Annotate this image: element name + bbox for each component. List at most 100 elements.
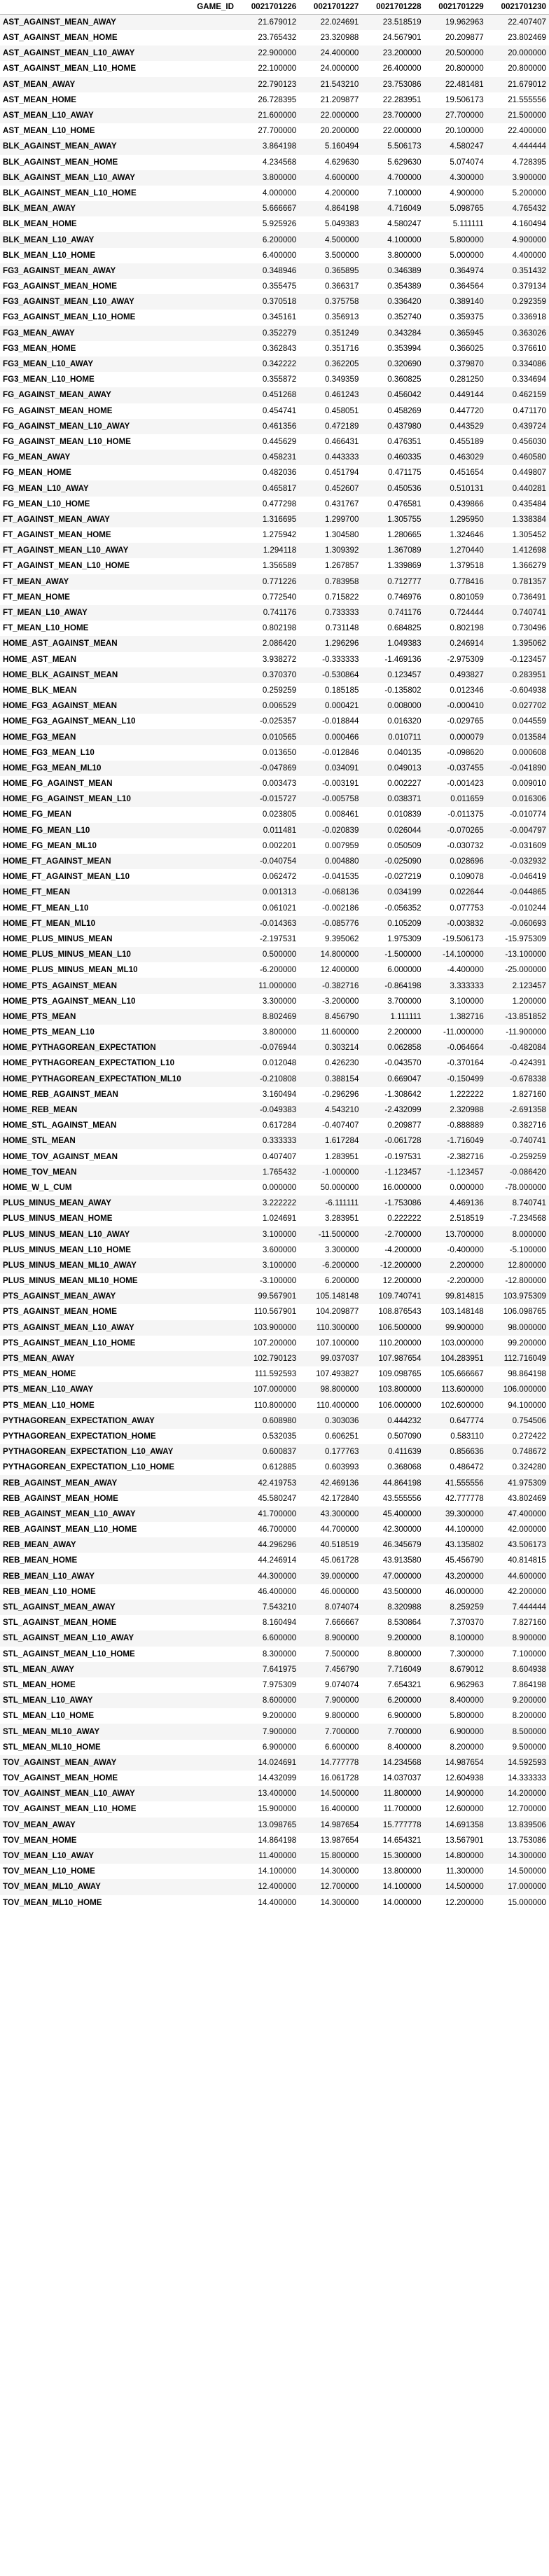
table-cell: 3.600000 — [262, 1245, 297, 1254]
table-row: HOME_PYTHAGOREAN_EXPECTATION_ML10 -0.2108… — [0, 1071, 549, 1087]
row-label: HOME_FT_AGAINST_MEAN_L10 — [3, 872, 130, 882]
row-label: HOME_PYTHAGOREAN_EXPECTATION_L10 — [3, 1058, 175, 1068]
table-cell: 2.200000 — [387, 1027, 422, 1037]
table-cell: 42.469136 — [320, 1478, 359, 1488]
table-cell: 0.010839 — [387, 810, 422, 819]
table-cell: 45.580247 — [258, 1493, 297, 1503]
table-cell: 0.062858 — [387, 1043, 422, 1053]
table-cell: 0.435484 — [512, 499, 546, 508]
row-label: HOME_W_L_CUM — [3, 1182, 72, 1192]
table-cell: 0.482036 — [262, 468, 297, 478]
table-cell: 0.016306 — [512, 794, 546, 804]
table-cell: 0.002201 — [262, 840, 297, 850]
row-label: PTS_AGAINST_MEAN_L10_AWAY — [3, 1322, 134, 1332]
table-cell: 7.641975 — [262, 1664, 297, 1674]
data-table: GAME_ID 0021701226 0021701227 0021701228… — [0, 0, 549, 1911]
table-row: TOV_AGAINST_MEAN_HOME 14.432099 16.061728 1… — [0, 1771, 549, 1786]
table-cell: 0.379870 — [450, 359, 484, 369]
row-label: BLK_AGAINST_MEAN_L10_AWAY — [3, 172, 135, 182]
table-cell: -7.234568 — [509, 1214, 546, 1224]
table-cell: 44.300000 — [258, 1571, 297, 1581]
table-row: HOME_BLK_MEAN 0.259259 0.185185 -0.135802 0.… — [0, 683, 549, 698]
table-cell: 0.016320 — [387, 716, 422, 726]
table-row: FT_AGAINST_MEAN_AWAY 1.316695 1.299700 1.30… — [0, 511, 549, 527]
table-cell: 0.445629 — [262, 436, 297, 446]
table-cell: 0.011481 — [263, 825, 297, 835]
row-label: PLUS_MINUS_MEAN_HOME — [3, 1214, 113, 1224]
table-cell: 0.772540 — [262, 592, 297, 602]
table-row: HOME_FT_AGAINST_MEAN_L10 0.062472 -0.04153… — [0, 869, 549, 885]
table-cell: 8.300000 — [262, 1649, 297, 1659]
table-cell: 0.451654 — [450, 468, 484, 478]
table-cell: 23.765432 — [258, 33, 297, 43]
table-row: FG3_MEAN_L10_HOME 0.355872 0.349359 0.36082… — [0, 372, 549, 387]
table-cell: 3.100000 — [262, 1229, 297, 1239]
table-cell: 1.339869 — [387, 561, 422, 571]
table-cell: 14.987654 — [320, 1820, 359, 1829]
table-row: HOME_REB_MEAN -0.049383 4.543210 -2.432099 2… — [0, 1102, 549, 1119]
table-row: BLK_MEAN_L10_AWAY 6.200000 4.500000 4.10000… — [0, 232, 549, 248]
table-cell: 46.000000 — [320, 1586, 359, 1596]
table-cell: 0.360825 — [387, 375, 422, 385]
table-cell: 4.580247 — [387, 219, 422, 229]
table-cell: -0.604938 — [509, 685, 546, 695]
table-cell: 8.259259 — [450, 1602, 484, 1612]
table-cell: 22.000000 — [320, 111, 359, 120]
table-body: AST_AGAINST_MEAN_AWAY 21.679012 22.024691 2… — [0, 14, 549, 1911]
table-cell: 23.700000 — [382, 111, 422, 120]
table-row: REB_AGAINST_MEAN_HOME 45.580247 42.172840 4… — [0, 1491, 549, 1507]
table-cell: 22.790123 — [258, 79, 297, 89]
table-cell: -1.123457 — [447, 1167, 484, 1177]
table-cell: 0.008461 — [325, 810, 359, 819]
table-row: FT_MEAN_AWAY 0.771226 0.783958 0.712777 0.77… — [0, 574, 549, 590]
table-row: PTS_MEAN_L10_HOME 110.800000 110.400000 106… — [0, 1398, 549, 1413]
table-cell: 98.000000 — [508, 1322, 546, 1332]
row-label: HOME_PYTHAGOREAN_EXPECTATION_ML10 — [3, 1074, 181, 1083]
table-cell: 12.600000 — [445, 1804, 484, 1814]
table-cell: 0.123457 — [387, 670, 422, 679]
table-cell: -15.975309 — [505, 934, 546, 943]
table-cell: 3.300000 — [325, 1245, 359, 1254]
table-row: HOME_FG3_MEAN_L10 0.013650 -0.012846 0.0401… — [0, 745, 549, 761]
table-cell: -0.031609 — [509, 840, 546, 850]
table-row: FT_AGAINST_MEAN_L10_HOME 1.356589 1.267857… — [0, 558, 549, 574]
table-cell: 105.148148 — [316, 1292, 359, 1301]
table-cell: 4.700000 — [387, 172, 422, 182]
table-cell: 43.506173 — [508, 1540, 546, 1550]
table-cell: 0.439724 — [512, 421, 546, 431]
table-cell: 7.666667 — [325, 1618, 359, 1628]
table-cell: 0.348946 — [262, 265, 297, 275]
table-cell: -0.025090 — [384, 857, 422, 866]
table-cell: 0.647774 — [450, 1415, 484, 1425]
table-cell: 14.592593 — [508, 1757, 546, 1767]
row-label: TOV_AGAINST_MEAN_HOME — [3, 1773, 118, 1783]
row-label: HOME_REB_MEAN — [3, 1105, 78, 1115]
table-cell: 0.334086 — [512, 359, 546, 369]
table-cell: 21.555556 — [508, 95, 546, 104]
table-cell: 14.691358 — [445, 1820, 484, 1829]
table-cell: -0.070265 — [447, 825, 484, 835]
table-cell: -0.085776 — [322, 918, 359, 928]
table-cell: 3.300000 — [262, 996, 297, 1006]
table-cell: 0.370370 — [262, 670, 297, 679]
table-cell: -0.012846 — [322, 747, 359, 757]
table-cell: 14.100000 — [382, 1882, 422, 1892]
table-cell: 0.449144 — [450, 390, 484, 400]
table-cell: 9.500000 — [512, 1742, 546, 1752]
table-cell: 41.700000 — [258, 1509, 297, 1518]
table-cell: 0.476581 — [387, 499, 422, 508]
row-label: REB_AGAINST_MEAN_L10_AWAY — [3, 1509, 136, 1518]
table-cell: 0.324280 — [512, 1462, 546, 1472]
table-cell: 0.583110 — [450, 1431, 484, 1441]
table-cell: 23.200000 — [382, 48, 422, 58]
table-cell: 0.368068 — [387, 1462, 422, 1472]
table-cell: 0.177763 — [325, 1447, 359, 1457]
table-cell: 0.472189 — [325, 421, 359, 431]
row-label: TOV_AGAINST_MEAN_L10_AWAY — [3, 1789, 135, 1799]
table-cell: -0.004797 — [509, 825, 546, 835]
table-cell: 1.280665 — [387, 530, 422, 540]
table-cell: -4.400000 — [447, 965, 484, 975]
table-cell: -0.040754 — [259, 857, 297, 866]
table-cell: 14.037037 — [382, 1773, 422, 1783]
